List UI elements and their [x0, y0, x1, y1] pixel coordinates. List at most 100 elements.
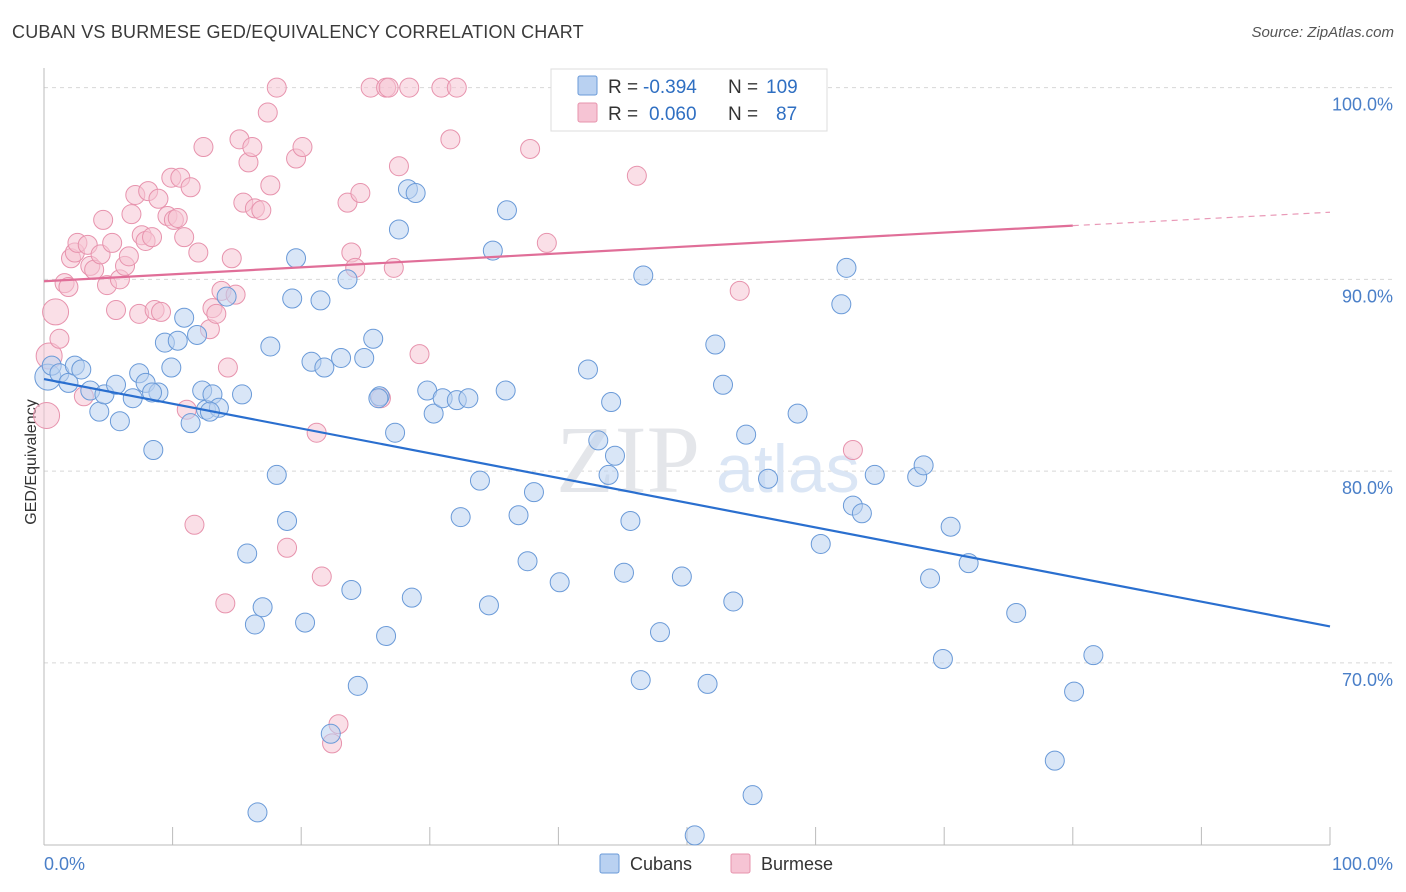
burmese-point [350, 183, 371, 204]
legend-r-value-cubans: -0.394 [643, 77, 697, 98]
legend-r-value-burmese: 0.060 [649, 104, 697, 125]
cubans-point [697, 673, 718, 694]
cubans-point [388, 219, 409, 240]
burmese-point [217, 357, 238, 378]
cubans-point [630, 670, 651, 691]
y-tick-label: 70.0% [1342, 670, 1393, 690]
cubans-point [831, 294, 852, 315]
cubans-points [34, 179, 1104, 846]
watermark: ZIP atlas [556, 406, 860, 513]
cubans-point [286, 248, 307, 269]
legend-n-value-cubans: 109 [766, 77, 798, 98]
burmese-point [388, 156, 409, 177]
cubans-point [216, 286, 237, 307]
burmese-point [266, 77, 287, 98]
burmese-point [93, 209, 114, 230]
burmese-point [626, 165, 647, 186]
burmese-point [193, 137, 214, 158]
gridlines [44, 87, 1395, 664]
cubans-point [523, 482, 544, 503]
burmese-point [446, 77, 467, 98]
cubans-point [864, 464, 885, 485]
watermark-zip: ZIP [556, 406, 700, 513]
legend-r-label-burmese: R = [608, 104, 638, 125]
cubans-point [252, 597, 273, 618]
cubans-point [363, 328, 384, 349]
cubans-point [684, 825, 705, 846]
cubans-point [671, 566, 692, 587]
legend-bottom-label-burmese: Burmese [761, 854, 833, 874]
burmese-points [33, 77, 863, 754]
burmese-point [409, 344, 430, 365]
cubans-point [940, 516, 961, 537]
cubans-point [106, 374, 127, 395]
burmese-point [257, 102, 278, 123]
cubans-point [232, 384, 253, 405]
cubans-point [142, 382, 163, 403]
burmese-point [49, 328, 70, 349]
cubans-point [247, 802, 268, 823]
burmese-point [729, 280, 750, 301]
cubans-point [337, 269, 358, 290]
burmese-point [206, 303, 227, 324]
cubans-point [354, 347, 375, 368]
cubans-point [401, 587, 422, 608]
cubans-point [89, 401, 110, 422]
burmese-point [311, 566, 332, 587]
cubans-point [320, 723, 341, 744]
burmese-point [33, 401, 61, 429]
cubans-point [180, 413, 201, 434]
cubans-point [368, 388, 389, 409]
cubans-point [260, 336, 281, 357]
chart-title: CUBAN VS BURMESE GED/EQUIVALENCY CORRELA… [12, 22, 584, 42]
burmese-point [292, 137, 313, 158]
cubans-point [1083, 645, 1104, 666]
cubans-point [314, 357, 335, 378]
cubans-point [469, 470, 490, 491]
cubans-point [577, 359, 598, 380]
cubans-point [277, 510, 298, 531]
burmese-point [536, 232, 557, 253]
source-credit: Source: ZipAtlas.com [1251, 24, 1394, 41]
cubans-point [508, 505, 529, 526]
burmese-point [174, 227, 195, 248]
cubans-point [495, 380, 516, 401]
cubans-point [187, 324, 208, 345]
cubans-point [450, 507, 471, 528]
cubans-point [601, 392, 622, 413]
y-axis-label: GED/Equivalency [23, 399, 40, 524]
cubans-point [237, 543, 258, 564]
cubans-point [167, 330, 188, 351]
burmese-point [399, 77, 420, 98]
axes [43, 68, 1331, 846]
burmese-point [118, 246, 139, 267]
cubans-point [458, 388, 479, 409]
cubans-point [71, 359, 92, 380]
legend-bottom-label-cubans: Cubans [630, 854, 692, 874]
burmese-point [221, 248, 242, 269]
burmese-point [180, 177, 201, 198]
cubans-point [376, 625, 397, 646]
cubans-point [713, 374, 734, 395]
burmese-point [42, 298, 70, 326]
cubans-point [598, 464, 619, 485]
y-tick-label: 100.0% [1332, 95, 1393, 115]
cubans-point [758, 468, 779, 489]
cubans-point [810, 533, 831, 554]
burmese-point [842, 439, 863, 460]
burmese-trend-line [43, 224, 1073, 283]
cubans-point [295, 612, 316, 633]
cubans-point [613, 562, 634, 583]
legend-swatch-cubans [577, 75, 598, 96]
watermark-atlas: atlas [716, 431, 860, 507]
cubans-point [423, 403, 444, 424]
burmese-point [148, 188, 169, 209]
cubans-point [633, 265, 654, 286]
cubans-point [620, 510, 641, 531]
cubans-point [588, 430, 609, 451]
burmese-point [520, 138, 541, 159]
burmese-point [440, 129, 461, 150]
cubans-point [161, 357, 182, 378]
cubans-point [266, 464, 287, 485]
